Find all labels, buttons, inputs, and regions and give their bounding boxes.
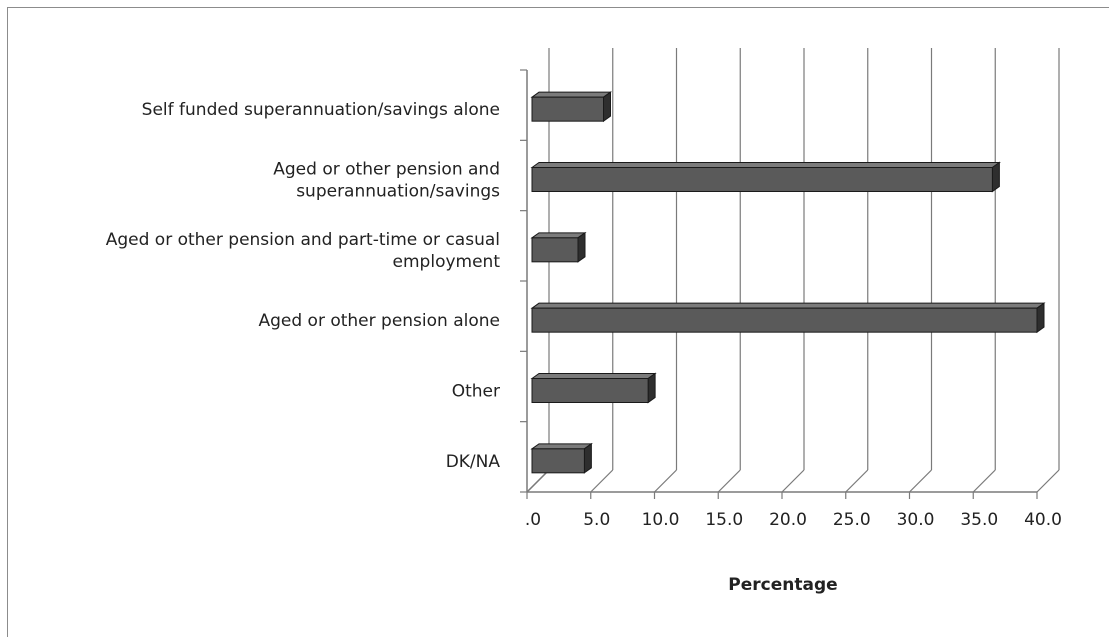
gridline-floor	[781, 469, 805, 493]
bar-side	[583, 442, 592, 474]
x-tick-label: 15.0	[705, 510, 743, 530]
chart-frame	[7, 7, 1109, 637]
gridline-floor	[654, 469, 677, 493]
category-label-line: superannuation/savings	[296, 182, 500, 202]
bar-side	[603, 91, 611, 123]
bar	[531, 307, 1038, 333]
category-label-line: DK/NA	[446, 452, 501, 472]
gridline-floor	[590, 469, 614, 493]
x-tick-label: 5.0	[583, 510, 610, 530]
category-label-line: Aged or other pension and	[273, 160, 500, 180]
gridline-floor	[909, 469, 932, 493]
category-label-line: Aged or other pension alone	[258, 311, 500, 331]
bar	[531, 96, 604, 122]
gridline-floor	[526, 469, 550, 493]
bar-top	[530, 373, 657, 379]
x-tick-label: 20.0	[769, 510, 807, 530]
category-label-line: Aged or other pension and part-time or c…	[106, 230, 500, 250]
category-label-line: Other	[452, 382, 500, 402]
gridline-floor	[717, 469, 741, 493]
category-label-line: Self funded superannuation/savings alone	[142, 100, 500, 120]
bar	[531, 448, 585, 474]
bar-top	[530, 232, 587, 239]
category-label-line: employment	[393, 252, 501, 272]
gridline-floor	[972, 469, 996, 493]
category-label: Other	[452, 382, 500, 402]
bar-side	[577, 231, 586, 263]
bar	[531, 167, 993, 192]
x-tick-label: .0	[525, 510, 541, 530]
x-tick-label: 40.0	[1024, 510, 1062, 530]
bar	[531, 237, 579, 263]
bar-top	[530, 162, 1001, 168]
bar-top	[530, 91, 613, 98]
category-label: Self funded superannuation/savings alone	[142, 100, 500, 120]
category-label: DK/NA	[446, 452, 501, 472]
bar	[531, 378, 649, 403]
gridline-floor	[845, 469, 869, 493]
x-tick-label: 30.0	[897, 510, 935, 530]
bar-side	[647, 372, 656, 404]
bar-top	[530, 302, 1046, 309]
category-label: Aged or other pension and part-time or c…	[106, 230, 501, 272]
gridline-floor	[1036, 469, 1060, 493]
x-axis-title: Percentage	[728, 575, 837, 595]
bar-top	[530, 443, 593, 450]
x-tick-label: 25.0	[833, 510, 871, 530]
x-tick-label: 35.0	[960, 510, 998, 530]
x-tick-label: 10.0	[642, 510, 680, 530]
bar-side	[1036, 302, 1045, 334]
bar-side	[991, 161, 1000, 193]
category-label: Aged or other pension alone	[258, 311, 500, 331]
category-label: Aged or other pension and superannuation/…	[273, 160, 500, 202]
